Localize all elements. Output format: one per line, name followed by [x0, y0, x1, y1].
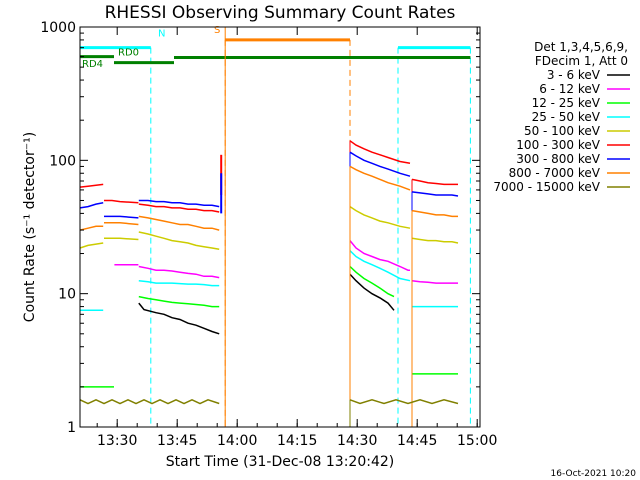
indicator-label-rd4: RD4: [82, 59, 103, 70]
series-6-segment-2: [138, 199, 220, 208]
series-1-segment-2: [349, 240, 410, 271]
legend-label-6: 300 - 800 keV: [516, 152, 600, 166]
series-8-segment-1: [349, 399, 459, 405]
legend-label-5: 100 - 300 keV: [516, 138, 600, 152]
x-tick-label-2: 14:00: [217, 433, 257, 449]
series-5-segment-2: [138, 203, 220, 213]
y-tick-label-3: 1000: [40, 20, 76, 36]
series-0-segment-0: [138, 302, 220, 335]
series-5-segment-0: [79, 183, 104, 188]
series-4-segment-2: [138, 231, 220, 251]
series-4-segment-4: [411, 237, 459, 244]
indicator-label-s: S: [214, 25, 220, 36]
series-5-segment-1: [104, 199, 139, 204]
series-7-segment-3: [349, 165, 411, 191]
series-6-segment-3: [349, 151, 411, 177]
x-tick-label-6: 15:00: [457, 433, 497, 449]
legend-header-line-1: Det 1,3,4,5,6,9,: [534, 40, 628, 54]
legend-header-line-2: FDecim 1, Att 0: [535, 54, 628, 68]
x-axis-label: Start Time (31-Dec-08 13:20:42): [166, 454, 394, 470]
series-5-segment-4: [411, 178, 458, 186]
series-7-segment-0: [79, 225, 104, 231]
x-tick-label-3: 14:15: [277, 433, 317, 449]
series-6-segment-0: [79, 202, 104, 209]
legend-label-2: 12 - 25 keV: [532, 96, 601, 110]
series-0-segment-1: [349, 273, 395, 311]
series-3-segment-1: [138, 279, 220, 287]
series-6-segment-1: [104, 215, 139, 219]
series-2-segment-1: [138, 295, 220, 308]
y-axis-label: Count Rate (s⁻¹ detector⁻¹): [22, 132, 38, 322]
series-5-segment-3: [349, 140, 411, 165]
plot-area: N S RD0 RD4: [79, 25, 471, 427]
axes-frame: [79, 26, 481, 428]
y-tick-label-0: 1: [67, 420, 76, 436]
series-7-segment-4: [411, 209, 458, 218]
series-7-segment-2: [138, 215, 220, 231]
series-7-segment-1: [104, 222, 139, 226]
series-1-segment-3: [411, 279, 458, 284]
y-tick-label-2: 100: [49, 153, 76, 169]
series-2-segment-2: [349, 265, 395, 298]
axes: 13:30 13:45 14:00 14:15 14:30 14:45 15:00 1 10 10…: [40, 20, 497, 449]
series-1-segment-1: [138, 265, 220, 279]
series-8-segment-0: [79, 398, 220, 405]
x-tick-label-0: 13:30: [97, 433, 137, 449]
series-3-segment-2: [349, 250, 411, 282]
legend-label-3: 25 - 50 keV: [532, 110, 601, 124]
indicator-label-rd0: RD0: [118, 48, 139, 59]
chart-title: RHESSI Observing Summary Count Rates: [105, 3, 456, 23]
indicator-label-n: N: [158, 28, 165, 39]
legend-label-4: 50 - 100 keV: [524, 124, 601, 138]
legend-label-1: 6 - 12 keV: [539, 82, 601, 96]
legend-label-0: 3 - 6 keV: [547, 68, 601, 82]
series-4-segment-3: [349, 205, 411, 229]
series-6-segment-4: [411, 191, 459, 197]
render-timestamp: 16-Oct-2021 10:20: [551, 469, 637, 479]
legend: Det 1,3,4,5,6,9, FDecim 1, Att 0 3 - 6 k…: [493, 40, 630, 194]
series-4-segment-0: [79, 242, 104, 249]
x-tick-label-5: 14:45: [397, 433, 437, 449]
legend-label-7: 800 - 7000 keV: [509, 166, 601, 180]
x-tick-label-4: 14:30: [337, 433, 377, 449]
y-tick-label-1: 10: [58, 287, 76, 303]
x-tick-label-1: 13:45: [157, 433, 197, 449]
series-4-segment-1: [104, 237, 139, 241]
legend-label-8: 7000 - 15000 keV: [493, 180, 600, 194]
